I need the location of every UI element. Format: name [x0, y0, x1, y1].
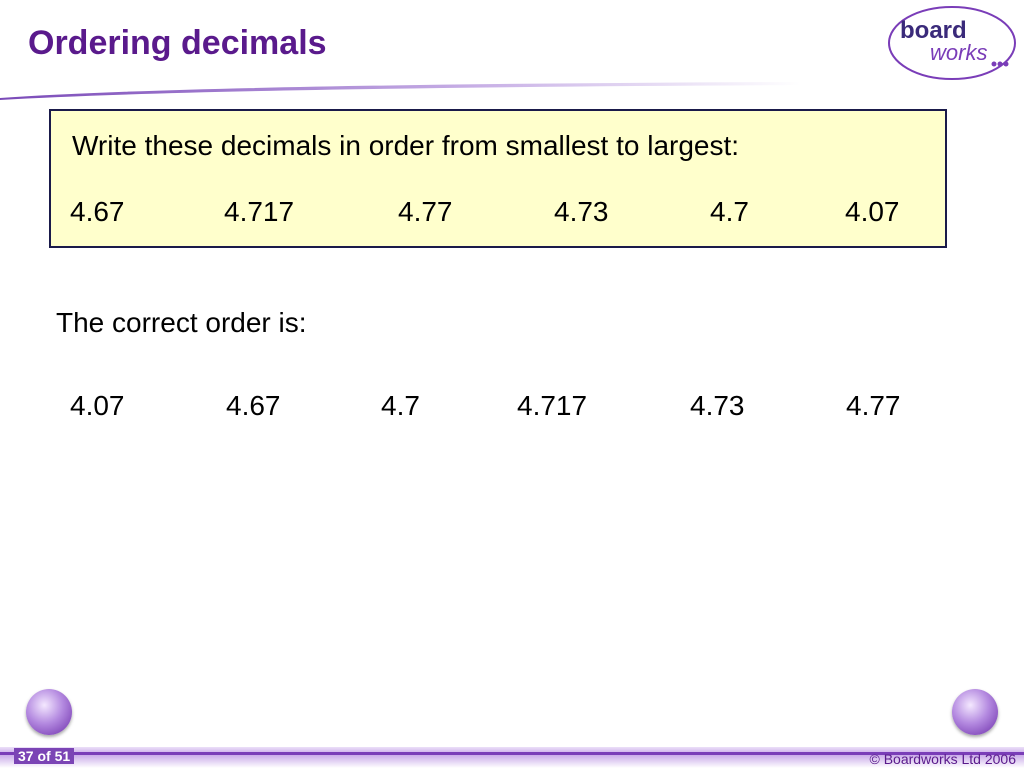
next-button[interactable]: [952, 689, 998, 735]
copyright: © Boardworks Ltd 2006: [869, 751, 1016, 767]
answer-label: The correct order is:: [56, 307, 307, 338]
decimal-number: 4.67: [226, 390, 281, 421]
decimal-number: 4.717: [517, 390, 588, 421]
footer-bar: [0, 752, 1024, 755]
decimal-number: 4.07: [70, 390, 125, 421]
decimal-number: 4.717: [224, 196, 295, 227]
decimal-number: 4.77: [846, 390, 901, 421]
decimal-number: 4.67: [70, 196, 125, 227]
decimal-number: 4.73: [554, 196, 609, 227]
question-box: [49, 109, 947, 248]
decimal-number: 4.73: [690, 390, 745, 421]
previous-button[interactable]: [26, 689, 72, 735]
title-rule: [0, 82, 800, 100]
logo-text: board: [900, 17, 967, 44]
decimal-number: 4.07: [845, 196, 900, 227]
page-number: 37 of 51: [14, 748, 75, 764]
decimal-number: 4.7: [710, 196, 749, 227]
question-prompt: Write these decimals in order from small…: [72, 130, 740, 161]
logo: board works: [888, 6, 1016, 80]
decimal-number: 4.7: [381, 390, 420, 421]
logo-text: works: [930, 40, 987, 65]
decimal-number: 4.77: [398, 196, 453, 227]
slide-title: Ordering decimals: [28, 24, 327, 62]
